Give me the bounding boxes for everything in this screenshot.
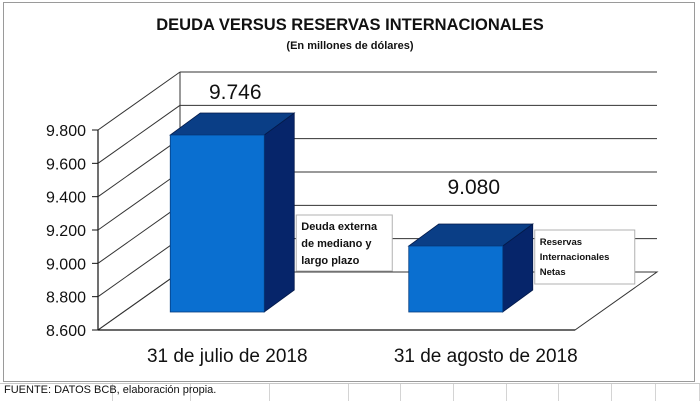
gridline-side — [97, 271, 181, 331]
gridline-side — [97, 171, 181, 231]
y-tick-label: 9.400 — [46, 190, 86, 207]
y-tick-label: 9.200 — [46, 223, 86, 240]
footer-cell — [0, 384, 113, 401]
x-tick-label: 31 de agosto de 2018 — [394, 346, 578, 367]
data-label: 9.080 — [447, 176, 500, 199]
bar — [408, 245, 504, 313]
annotation-text: Internacionales — [540, 252, 610, 263]
footer-cell — [349, 384, 402, 401]
gridline-side — [97, 104, 181, 164]
footer-cell — [656, 384, 700, 401]
footer-cell — [454, 384, 507, 401]
y-tick-label: 9.000 — [46, 256, 86, 273]
chart-subtitle: (En millones de dólares) — [286, 40, 413, 52]
annotation-text: largo plazo — [301, 255, 359, 267]
footer-cell — [401, 384, 454, 401]
annotation-box — [534, 229, 636, 285]
y-tick-label: 9.600 — [46, 156, 86, 173]
chart: DEUDA VERSUS RESERVAS INTERNACIONALES (E… — [46, 16, 659, 367]
source-bar — [0, 383, 700, 401]
bar-side — [263, 112, 295, 313]
footer-cell — [559, 384, 612, 401]
chart-title: DEUDA VERSUS RESERVAS INTERNACIONALES — [156, 16, 544, 34]
annotation-box — [295, 214, 393, 272]
gridline-side — [97, 238, 181, 298]
footer-cell — [270, 384, 349, 401]
annotation-text: Deuda externa — [301, 221, 378, 233]
data-label: 9.746 — [209, 81, 262, 104]
footer-cell — [612, 384, 656, 401]
annotation-text: Reservas — [540, 237, 582, 248]
gridline-side — [97, 204, 181, 264]
footer-cell — [191, 384, 270, 401]
y-axis: 8.600 8.800 9.000 9.200 9.400 9.600 9.800 — [46, 123, 98, 340]
gridline-side — [97, 138, 181, 198]
bar — [169, 134, 265, 313]
footer-cell — [507, 384, 560, 401]
annotation-text: de mediano y — [301, 238, 372, 250]
y-tick-label: 8.600 — [46, 323, 86, 340]
bars: 9.746 Deuda externa de mediano y largo plaz… — [169, 81, 636, 313]
source-note: FUENTE: DATOS BCB, elaboración propia. — [4, 384, 217, 396]
x-tick-label: 31 de julio de 2018 — [147, 346, 308, 367]
gridline-side — [97, 71, 181, 131]
y-tick-label: 8.800 — [46, 290, 86, 307]
footer-cell — [113, 384, 192, 401]
annotation-text: Netas — [540, 267, 566, 278]
x-axis: 31 de julio de 2018 31 de agosto de 2018 — [98, 329, 578, 367]
y-tick-label: 9.800 — [46, 123, 86, 140]
